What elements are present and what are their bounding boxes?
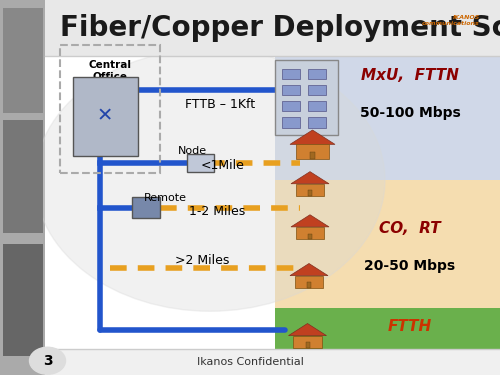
Text: 1-2 Miles: 1-2 Miles [190,206,246,218]
FancyBboxPatch shape [306,342,310,348]
FancyBboxPatch shape [308,234,312,239]
FancyBboxPatch shape [308,117,326,128]
Text: FTTH: FTTH [388,319,432,334]
FancyBboxPatch shape [296,184,324,196]
FancyBboxPatch shape [275,180,500,308]
Circle shape [30,347,66,374]
FancyBboxPatch shape [45,0,500,56]
Text: Central
Office: Central Office [88,60,132,82]
FancyBboxPatch shape [282,69,300,79]
FancyBboxPatch shape [293,336,322,348]
FancyBboxPatch shape [2,120,42,232]
FancyBboxPatch shape [282,85,300,95]
FancyBboxPatch shape [186,154,214,172]
FancyBboxPatch shape [282,117,300,128]
FancyBboxPatch shape [2,8,42,112]
FancyBboxPatch shape [45,0,500,375]
Text: 3: 3 [42,354,52,368]
Text: Remote: Remote [144,193,186,203]
Circle shape [35,49,385,311]
FancyBboxPatch shape [72,77,138,156]
FancyBboxPatch shape [310,152,315,159]
Polygon shape [290,130,335,144]
Text: 50-100 Mbps: 50-100 Mbps [360,105,460,120]
FancyBboxPatch shape [45,349,500,375]
FancyBboxPatch shape [296,144,330,159]
FancyBboxPatch shape [308,69,326,79]
FancyBboxPatch shape [132,196,160,217]
FancyBboxPatch shape [296,227,324,239]
Polygon shape [291,215,329,227]
FancyBboxPatch shape [0,0,45,375]
FancyBboxPatch shape [307,282,312,288]
Polygon shape [290,264,328,276]
FancyBboxPatch shape [2,244,42,356]
FancyBboxPatch shape [308,101,326,111]
FancyBboxPatch shape [275,0,500,180]
Text: >2 Miles: >2 Miles [176,254,230,267]
Text: Fiber/Copper Deployment Scenarios: Fiber/Copper Deployment Scenarios [60,14,500,42]
Text: Node: Node [178,146,207,156]
Text: MxU,  FTTN: MxU, FTTN [361,68,459,82]
Text: IKANOS
communications: IKANOS communications [422,15,480,26]
Text: ✕: ✕ [97,107,113,126]
Polygon shape [288,324,327,336]
FancyBboxPatch shape [282,101,300,111]
FancyBboxPatch shape [275,60,338,135]
Text: 20-50 Mbps: 20-50 Mbps [364,259,456,273]
FancyBboxPatch shape [308,85,326,95]
FancyBboxPatch shape [275,308,500,375]
Text: Ikanos Confidential: Ikanos Confidential [196,357,304,367]
FancyBboxPatch shape [308,190,312,196]
Text: FTTB – 1Kft: FTTB – 1Kft [185,99,255,111]
Polygon shape [291,172,329,184]
Text: <1Mile: <1Mile [200,159,244,172]
FancyBboxPatch shape [295,276,324,288]
Text: CO,  RT: CO, RT [379,221,441,236]
